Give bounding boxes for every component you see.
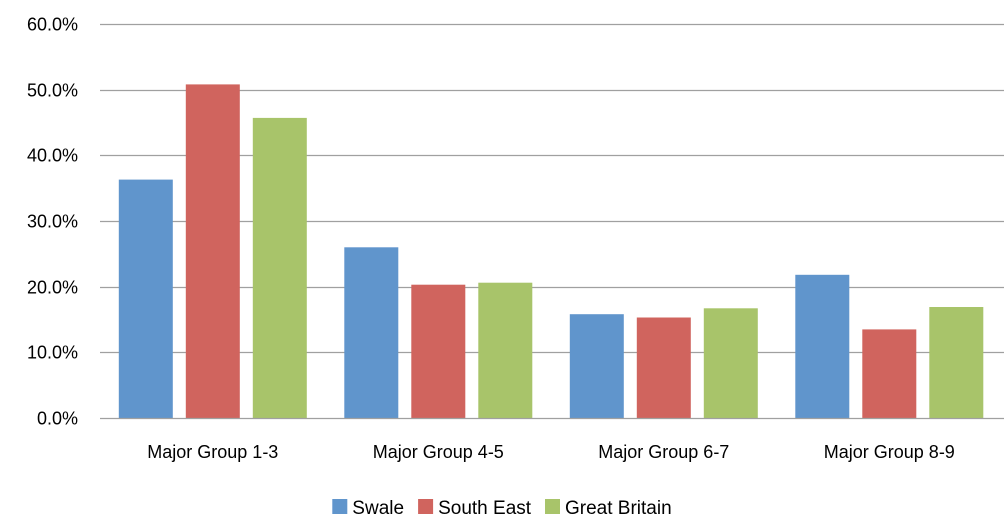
x-category-label: Major Group 1-3	[147, 442, 278, 462]
x-category-label: Major Group 6-7	[598, 442, 729, 462]
bar	[929, 307, 984, 418]
bar	[703, 308, 758, 418]
y-tick-labels: 0.0% 10.0% 20.0% 30.0% 40.0% 50.0% 60.0%	[27, 15, 78, 429]
x-category-label: Major Group 8-9	[824, 442, 955, 462]
bar	[478, 282, 533, 418]
bar	[185, 84, 240, 419]
legend-label: Great Britain	[565, 498, 672, 519]
bar	[795, 274, 850, 418]
bar	[411, 284, 466, 418]
legend-label: South East	[438, 498, 532, 519]
legend-label: Swale	[352, 498, 404, 519]
bar	[118, 179, 173, 418]
y-tick-label: 60.0%	[27, 15, 78, 35]
y-tick-label: 0.0%	[37, 409, 78, 429]
legend-swatch	[332, 499, 348, 514]
bar	[569, 314, 624, 418]
legend-item: Great Britain	[545, 498, 672, 519]
bar	[862, 329, 917, 418]
legend-swatch	[545, 499, 560, 514]
bars	[118, 84, 984, 419]
legend-item: Swale	[332, 498, 404, 519]
bar	[252, 117, 307, 419]
legend-swatch	[418, 499, 434, 514]
bar	[344, 247, 399, 418]
legend-item: South East	[418, 498, 532, 519]
gridlines	[100, 23, 1004, 354]
y-tick-label: 30.0%	[27, 212, 78, 232]
x-category-labels: Major Group 1-3 Major Group 4-5 Major Grou…	[147, 442, 955, 462]
bar	[636, 317, 691, 418]
y-tick-label: 50.0%	[27, 81, 78, 101]
x-category-label: Major Group 4-5	[373, 442, 504, 462]
legend: Swale South East Great Britain	[332, 498, 672, 519]
y-tick-label: 20.0%	[27, 278, 78, 298]
y-tick-label: 10.0%	[27, 343, 78, 363]
y-tick-label: 40.0%	[27, 146, 78, 166]
